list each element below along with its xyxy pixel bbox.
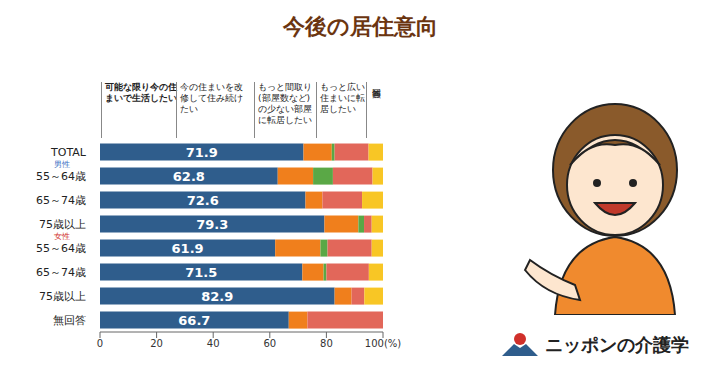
svg-text:60: 60 xyxy=(263,338,276,349)
svg-text:75歳以上: 75歳以上 xyxy=(39,290,86,303)
html-text:今後の居住意向: 今後の居住意向 xyxy=(282,14,438,39)
svg-text:72.6: 72.6 xyxy=(187,193,219,208)
svg-text:男性: 男性 xyxy=(54,160,70,169)
svg-text:55～64歳: 55～64歳 xyxy=(36,170,86,183)
svg-text:55～64歳: 55～64歳 xyxy=(36,242,86,255)
svg-text:TOTAL: TOTAL xyxy=(50,146,87,159)
svg-text:65～74歳: 65～74歳 xyxy=(36,194,86,207)
html-text:ニッポンの介護学: ニッポンの介護学 xyxy=(545,334,689,355)
svg-text:20: 20 xyxy=(150,338,163,349)
svg-text:40: 40 xyxy=(207,338,220,349)
svg-text:無回答: 無回答 xyxy=(53,314,86,327)
html-text:可能な限り今の住まいで生活したい: 可能な限り今の住まいで生活したい xyxy=(105,82,177,103)
svg-text:82.9: 82.9 xyxy=(201,289,233,304)
html-text:もっと広い住まいに転居したい: もっと広い住まいに転居したい xyxy=(320,82,365,114)
svg-text:65～74歳: 65～74歳 xyxy=(36,266,86,279)
html-text:もっと間取り(部屋数など)の少ない部屋に転居したい: もっと間取り(部屋数など)の少ない部屋に転居したい xyxy=(258,82,312,125)
svg-text:71.5: 71.5 xyxy=(185,265,217,280)
html-text:今の住まいを改修して住み続けたい: 今の住まいを改修して住み続けたい xyxy=(180,82,243,114)
svg-text:71.9: 71.9 xyxy=(186,145,218,160)
svg-text:0: 0 xyxy=(97,338,103,349)
svg-text:100(%): 100(%) xyxy=(365,338,401,349)
svg-text:79.3: 79.3 xyxy=(196,217,228,232)
svg-text:80: 80 xyxy=(320,338,333,349)
svg-text:女性: 女性 xyxy=(54,232,70,241)
svg-text:62.8: 62.8 xyxy=(173,169,205,184)
svg-text:66.7: 66.7 xyxy=(178,313,210,328)
svg-text:75歳以上: 75歳以上 xyxy=(39,218,86,231)
svg-text:61.9: 61.9 xyxy=(172,241,204,256)
